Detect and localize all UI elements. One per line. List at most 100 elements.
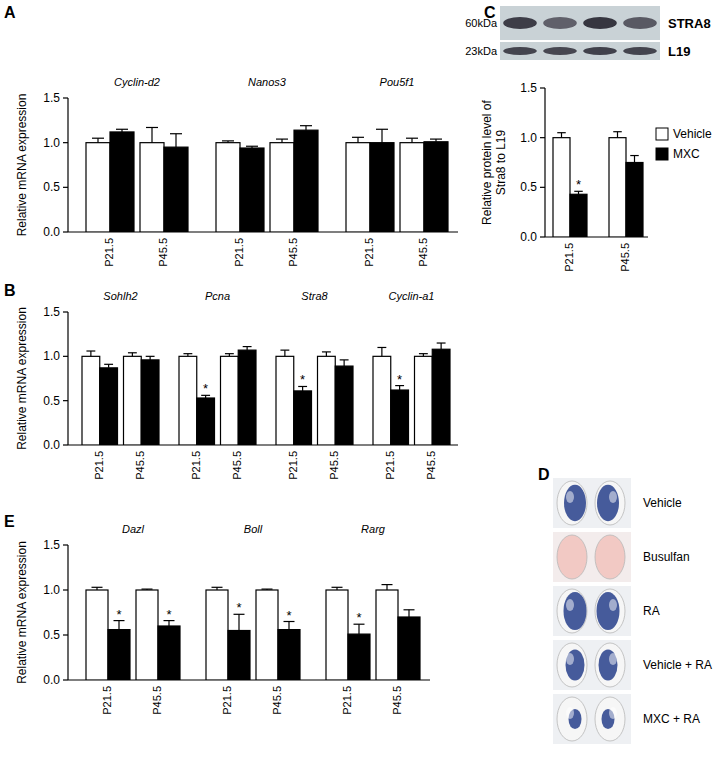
error-cap (116, 129, 128, 130)
y-tick-label: 0.5 (43, 628, 60, 642)
error-stem (381, 129, 382, 142)
error-bar (352, 137, 364, 142)
blot-band (583, 17, 617, 29)
error-cap (86, 350, 95, 351)
stain-gap (566, 707, 574, 719)
bar (228, 631, 250, 681)
y-axis (67, 545, 68, 680)
error-bar (332, 587, 343, 590)
bar (400, 143, 424, 232)
error-stem (326, 352, 327, 356)
y-tick (540, 137, 545, 138)
y-tick-label: 0.0 (43, 438, 60, 452)
x-tick-label: P21.5 (190, 451, 202, 480)
stain-gap (609, 707, 617, 719)
error-cap (404, 609, 415, 610)
group-label: Rarg (361, 523, 386, 535)
error-stem (561, 133, 562, 138)
error-cap (406, 138, 418, 139)
panel-d: DVehicleBusulfanRAVehicle + RAMXC + RA (538, 466, 712, 744)
panel-label: B (4, 282, 16, 299)
error-bar (114, 621, 125, 630)
y-tick (63, 679, 68, 680)
error-bar (377, 347, 386, 356)
blot-band (623, 47, 657, 55)
error-stem (118, 621, 119, 630)
bar (124, 356, 142, 445)
bar (348, 634, 370, 680)
error-bar (243, 347, 252, 351)
error-cap (212, 587, 223, 588)
error-bar (354, 624, 365, 634)
x-tick-label: P45.5 (157, 238, 169, 267)
x-tick-label: P21.5 (93, 451, 105, 480)
bar (391, 390, 409, 445)
background (0, 0, 722, 775)
blot-band (503, 47, 537, 55)
bar (318, 356, 336, 445)
bar (108, 630, 130, 680)
blot-membrane (500, 6, 660, 40)
error-cap (276, 138, 288, 139)
error-stem (151, 127, 152, 142)
x-tick-label: P21.5 (563, 243, 575, 272)
bar (86, 143, 110, 232)
stain (597, 592, 620, 630)
group-label: Pcna (205, 290, 230, 302)
x-tick-label: P21.5 (287, 451, 299, 480)
testis (557, 643, 587, 687)
error-stem (441, 343, 442, 349)
error-bar (146, 127, 158, 142)
bar (179, 356, 197, 445)
y-tick-label: 0.5 (43, 180, 60, 194)
bar (326, 590, 348, 680)
bar (197, 398, 215, 445)
error-stem (381, 347, 382, 356)
x-tick-label: P21.5 (341, 686, 353, 715)
y-tick (540, 87, 545, 88)
error-cap (92, 138, 104, 139)
x-tick-label: P21.5 (233, 238, 245, 267)
y-tick (63, 444, 68, 445)
bar (86, 590, 108, 680)
error-stem (358, 624, 359, 634)
legend-swatch (656, 128, 668, 140)
group-label: Dazl (122, 523, 145, 535)
error-bar (234, 614, 245, 630)
x-tick-label: P45.5 (619, 243, 631, 272)
stain-gap (566, 653, 574, 665)
y-tick (63, 311, 68, 312)
bar (424, 142, 448, 232)
bar (110, 132, 134, 232)
panel-label: D (538, 466, 550, 483)
x-tick-label: P45.5 (328, 451, 340, 480)
testis (595, 535, 625, 579)
y-tick (63, 187, 68, 188)
photo-label: Busulfan (643, 550, 690, 564)
group-label: Stra8 (301, 290, 328, 302)
legend-label: Vehicle (673, 127, 712, 141)
error-cap (352, 137, 364, 138)
bar (256, 590, 278, 680)
testis (595, 643, 625, 687)
testis (595, 589, 625, 633)
error-bar (128, 353, 137, 357)
y-tick (63, 142, 68, 143)
y-tick (63, 400, 68, 401)
bar (294, 130, 318, 232)
error-cap (557, 132, 566, 133)
error-bar (382, 585, 393, 590)
blot-band (503, 17, 537, 29)
y-tick (540, 236, 545, 237)
x-tick-label: P45.5 (151, 686, 163, 715)
blot-band (583, 47, 617, 55)
error-cap (382, 584, 393, 585)
stain (597, 485, 619, 521)
photo (553, 586, 631, 636)
bar (370, 143, 394, 232)
panel-c: CRelative protein level ofStra8 to L190.… (465, 4, 712, 272)
group-label: Sohlh2 (103, 290, 137, 302)
significance: * (286, 608, 291, 623)
bar (158, 626, 180, 680)
significance: * (300, 372, 305, 387)
